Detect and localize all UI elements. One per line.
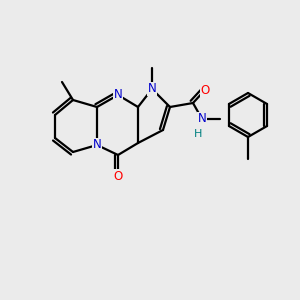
Text: O: O xyxy=(113,169,123,182)
Text: O: O xyxy=(200,83,210,97)
Text: H: H xyxy=(194,129,202,139)
Text: N: N xyxy=(114,88,122,101)
Text: N: N xyxy=(198,112,206,125)
Text: N: N xyxy=(148,82,156,95)
Text: N: N xyxy=(93,139,101,152)
